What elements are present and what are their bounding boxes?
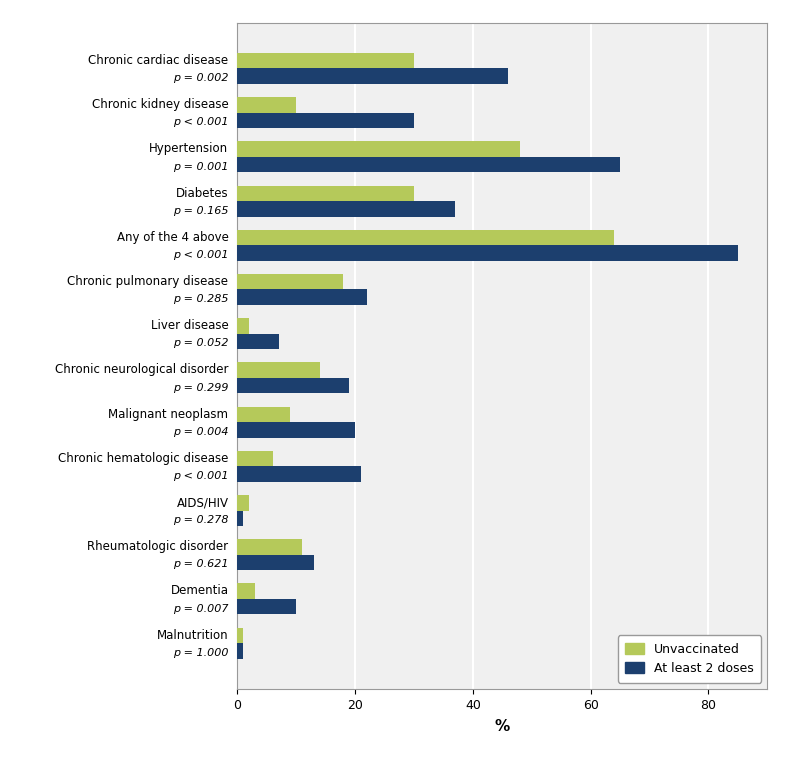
Bar [237, 157, 620, 173]
Text: p = 0.278: p = 0.278 [173, 516, 229, 525]
Text: p = 0.621: p = 0.621 [173, 559, 229, 569]
Text: p = 0.165: p = 0.165 [173, 206, 229, 216]
Bar [237, 599, 296, 615]
Bar [237, 451, 273, 466]
Bar [237, 289, 367, 305]
Text: AIDS/HIV: AIDS/HIV [176, 496, 229, 509]
Text: Hypertension: Hypertension [149, 142, 229, 155]
Text: Malnutrition: Malnutrition [157, 628, 229, 642]
Text: p = 0.002: p = 0.002 [173, 73, 229, 83]
Text: Chronic neurological disorder: Chronic neurological disorder [55, 363, 229, 376]
Bar [237, 274, 343, 289]
Bar [237, 422, 355, 438]
Bar [237, 97, 296, 113]
Text: Chronic kidney disease: Chronic kidney disease [92, 98, 229, 111]
Bar [237, 555, 314, 570]
Bar [237, 142, 520, 157]
Text: p < 0.001: p < 0.001 [173, 250, 229, 260]
Bar [237, 628, 243, 643]
Text: Dementia: Dementia [171, 584, 229, 597]
Text: Diabetes: Diabetes [176, 187, 229, 200]
Bar [237, 245, 738, 260]
Text: Chronic pulmonary disease: Chronic pulmonary disease [67, 275, 229, 288]
Bar [237, 318, 249, 334]
Text: Any of the 4 above: Any of the 4 above [116, 231, 229, 244]
Text: p = 0.052: p = 0.052 [173, 338, 229, 348]
Text: Malignant neoplasm: Malignant neoplasm [108, 407, 229, 421]
Text: p = 0.007: p = 0.007 [173, 603, 229, 614]
Text: p = 0.001: p = 0.001 [173, 161, 229, 172]
Legend: Unvaccinated, At least 2 doses: Unvaccinated, At least 2 doses [618, 635, 761, 683]
Bar [237, 584, 255, 599]
Bar [237, 334, 278, 349]
X-axis label: %: % [494, 718, 510, 734]
Text: Rheumatologic disorder: Rheumatologic disorder [87, 540, 229, 553]
Text: p = 1.000: p = 1.000 [173, 648, 229, 658]
Bar [237, 363, 320, 378]
Text: p = 0.285: p = 0.285 [173, 294, 229, 304]
Bar [237, 230, 614, 245]
Bar [237, 201, 455, 217]
Bar [237, 378, 349, 394]
Bar [237, 113, 414, 128]
Text: Liver disease: Liver disease [151, 319, 229, 332]
Bar [237, 495, 249, 510]
Bar [237, 185, 414, 201]
Text: p < 0.001: p < 0.001 [173, 471, 229, 481]
Text: Chronic cardiac disease: Chronic cardiac disease [89, 54, 229, 67]
Bar [237, 68, 508, 84]
Bar [237, 510, 243, 526]
Text: Chronic hematologic disease: Chronic hematologic disease [58, 452, 229, 465]
Bar [237, 53, 414, 68]
Bar [237, 539, 302, 555]
Bar [237, 407, 290, 422]
Text: p < 0.001: p < 0.001 [173, 117, 229, 127]
Bar [237, 466, 361, 481]
Bar [237, 643, 243, 659]
Text: p = 0.299: p = 0.299 [173, 382, 229, 393]
Text: p = 0.004: p = 0.004 [173, 427, 229, 437]
